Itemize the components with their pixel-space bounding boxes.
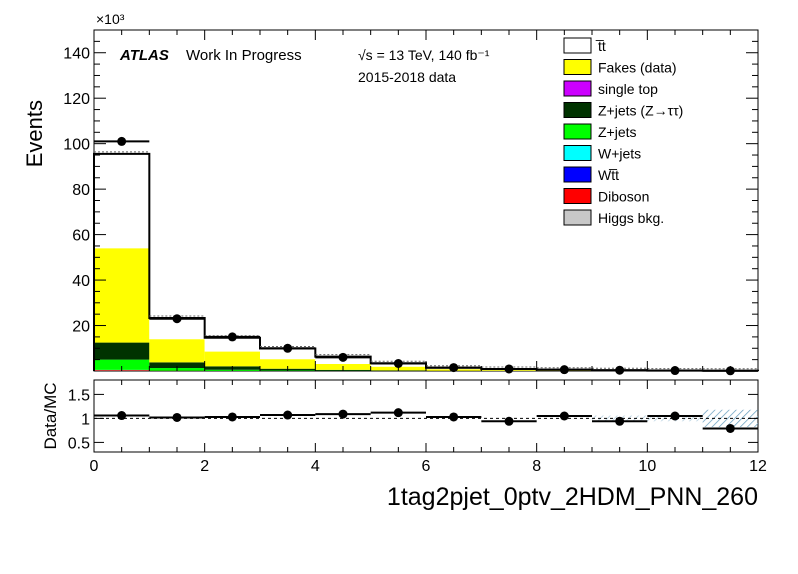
x-tick-label: 4: [311, 458, 320, 475]
legend-swatch: [563, 145, 592, 161]
main-x-axis: [93, 30, 759, 371]
ratio-y-tick-label: 1.5: [68, 387, 90, 404]
y-tick-label: 140: [63, 46, 90, 63]
legend-swatch: [563, 166, 592, 183]
ratio-points: [94, 408, 758, 433]
energy-lumi-label: √s = 13 TeV, 140 fb⁻¹: [358, 47, 490, 63]
legend-label: Fakes (data): [598, 60, 677, 76]
legend-swatch: [563, 37, 592, 54]
ratio-point: [615, 416, 625, 426]
ratio-point: [283, 410, 293, 420]
legend-label: Wt̅t: [598, 167, 619, 183]
data-point: [393, 358, 403, 368]
stack-bar: [94, 359, 150, 370]
x-tick-label: 10: [638, 458, 656, 475]
stack-bar: [149, 362, 205, 369]
stack-bar: [204, 351, 260, 367]
ratio-point: [504, 416, 514, 426]
y-exponent-label: ×10³: [96, 11, 125, 27]
legend-label: t̅t: [595, 38, 606, 54]
stack-bar: [260, 359, 316, 369]
stack-bar: [204, 337, 260, 352]
ratio-point: [725, 423, 735, 433]
data-point: [172, 314, 182, 324]
legend-swatch: [563, 209, 592, 226]
legend: t̅t Fakes (data) single top Z+jets (Z→ττ) Z+…: [563, 37, 683, 226]
ratio-point: [338, 409, 348, 419]
x-tick-label: 6: [422, 458, 431, 475]
ratio-point: [449, 412, 459, 422]
stack-bar: [260, 348, 316, 360]
ratio-point: [393, 408, 403, 418]
legend-swatch: [563, 102, 592, 118]
legend-swatch: [563, 80, 592, 97]
x-axis-title: 1tag2pjet_0ptv_2HDM_PNN_260: [387, 483, 758, 511]
ratio-point: [172, 412, 182, 422]
data-point: [338, 352, 348, 362]
legend-swatch: [563, 123, 592, 140]
stack-bar: [94, 153, 150, 249]
y-tick-label: 80: [72, 182, 90, 199]
atlas-label: ATLAS: [119, 47, 169, 64]
data-point: [117, 136, 127, 146]
ratio-x-axis: 0 2 4 6 8 10 12: [90, 380, 767, 475]
y-tick-label: 60: [72, 228, 90, 245]
ratio-point: [227, 412, 237, 422]
ratio-y-axis: 0.5 1 1.5: [68, 387, 758, 452]
ratio-point: [559, 411, 569, 421]
stack-bar: [149, 318, 205, 340]
ratio-point: [117, 411, 127, 421]
status-label: Work In Progress: [186, 47, 302, 64]
legend-swatch: [563, 59, 592, 75]
legend-label: single top: [598, 81, 658, 97]
x-tick-label: 0: [90, 458, 99, 475]
ratio-y-tick-label: 0.5: [68, 435, 90, 452]
y-tick-label: 100: [63, 137, 90, 154]
legend-label: W+jets: [598, 146, 641, 162]
data-point: [283, 343, 293, 353]
legend-label: Z+jets (Z→ττ): [598, 103, 683, 119]
main-y-axis: 20 40 60 80 100 120 140: [63, 40, 758, 361]
x-tick-label: 2: [200, 458, 209, 475]
dataset-label: 2015-2018 data: [358, 69, 456, 85]
ratio-point: [670, 411, 680, 421]
x-tick-label: 12: [749, 458, 767, 475]
stack-bar: [94, 248, 150, 343]
ratio-y-tick-label: 1: [81, 411, 90, 428]
stack-bar: [94, 342, 150, 360]
stacked-histogram: [94, 153, 758, 371]
legend-label: Higgs bkg.: [598, 210, 664, 226]
data-point: [227, 332, 237, 342]
ratio-y-title: Data/MC: [41, 382, 60, 449]
y-tick-label: 120: [63, 91, 90, 108]
y-tick-label: 40: [72, 273, 90, 290]
x-tick-label: 8: [532, 458, 541, 475]
y-axis-title: Events: [22, 100, 47, 167]
legend-label: Diboson: [598, 189, 649, 205]
legend-swatch: [563, 188, 592, 204]
legend-label: Z+jets: [598, 124, 637, 140]
y-tick-label: 20: [72, 319, 90, 336]
stack-bar: [149, 339, 205, 363]
